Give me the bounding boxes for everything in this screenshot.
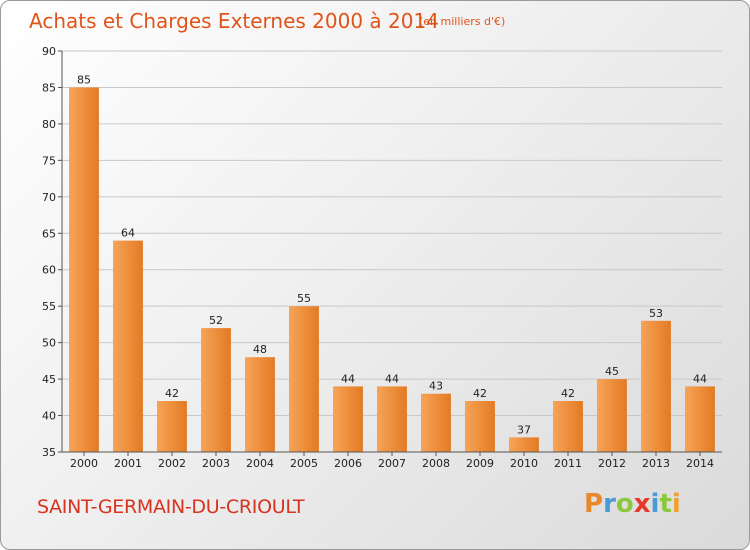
y-tick-label: 35 [42, 446, 56, 459]
logo-letter: P [584, 489, 604, 519]
data-label-2007: 44 [385, 372, 399, 385]
x-tick-label-2001: 2001 [114, 457, 142, 470]
logo-letter: t [659, 489, 672, 519]
proxiti-logo: Proxiti [584, 489, 681, 519]
y-tick-label: 80 [42, 118, 56, 131]
y-tick-label: 40 [42, 410, 56, 423]
commune-name: SAINT-GERMAIN-DU-CRIOULT [37, 496, 305, 518]
data-label-2006: 44 [341, 372, 355, 385]
x-tick-label-2002: 2002 [158, 457, 186, 470]
bar-2002 [157, 401, 187, 452]
x-tick-label-2000: 2000 [70, 457, 98, 470]
data-label-2011: 42 [561, 387, 575, 400]
y-tick-label: 45 [42, 373, 56, 386]
logo-letter: i [671, 489, 681, 519]
data-label-2008: 43 [429, 380, 443, 393]
y-tick-label: 50 [42, 337, 56, 350]
bar-2001 [113, 240, 143, 452]
bar-2013 [641, 320, 671, 452]
data-label-2000: 85 [77, 73, 91, 86]
axes: 35 40 45 50 55 60 65 70 75 80 85 90 2000 2001 2002 2003… [42, 45, 722, 470]
bar-2003 [201, 328, 231, 452]
y-tick-label: 60 [42, 264, 56, 277]
logo-letter: o [615, 489, 634, 519]
x-tick-label-2006: 2006 [334, 457, 362, 470]
x-tick-label-2008: 2008 [422, 457, 450, 470]
bar-2010 [509, 437, 539, 452]
x-tick-label-2005: 2005 [290, 457, 318, 470]
bar-2009 [465, 401, 495, 452]
bar-2012 [597, 379, 627, 452]
data-label-2014: 44 [693, 372, 707, 385]
data-label-2012: 45 [605, 365, 619, 378]
data-label-2013: 53 [649, 307, 663, 320]
x-tick-label-2009: 2009 [466, 457, 494, 470]
x-tick-label-2004: 2004 [246, 457, 274, 470]
bar-2008 [421, 393, 451, 452]
bar-2006 [333, 386, 363, 452]
y-tick-label: 75 [42, 154, 56, 167]
x-tick-label-2013: 2013 [642, 457, 670, 470]
x-tick-label-2012: 2012 [598, 457, 626, 470]
bar-2014 [685, 386, 715, 452]
y-tick-label: 85 [42, 81, 56, 94]
y-tick-label: 55 [42, 300, 56, 313]
bar-2000 [69, 87, 99, 452]
data-label-2009: 42 [473, 387, 487, 400]
y-tick-label: 65 [42, 227, 56, 240]
chart-title: Achats et Charges Externes 2000 à 2014 [29, 9, 439, 33]
data-label-2004: 48 [253, 343, 267, 356]
y-tick-label: 70 [42, 191, 56, 204]
bar-2007 [377, 386, 407, 452]
bar-2005 [289, 306, 319, 452]
logo-letter: r [603, 489, 616, 519]
bar-2004 [245, 357, 275, 452]
logo-letter: i [650, 489, 660, 519]
logo-letter: x [633, 489, 651, 519]
x-tick-label-2011: 2011 [554, 457, 582, 470]
data-label-2001: 64 [121, 227, 135, 240]
x-tick-label-2014: 2014 [686, 457, 714, 470]
x-tick-label-2007: 2007 [378, 457, 406, 470]
chart-unit: (en milliers d'€) [419, 15, 506, 28]
data-label-2005: 55 [297, 292, 311, 305]
bars [69, 87, 715, 452]
data-label-2010: 37 [517, 423, 531, 436]
data-label-2003: 52 [209, 314, 223, 327]
x-tick-label-2010: 2010 [510, 457, 538, 470]
data-labels: 85 64 42 52 48 55 44 44 43 42 37 42 45 53 44 [77, 73, 707, 436]
bar-2011 [553, 401, 583, 452]
y-tick-label: 90 [42, 45, 56, 58]
data-label-2002: 42 [165, 387, 179, 400]
x-tick-label-2003: 2003 [202, 457, 230, 470]
